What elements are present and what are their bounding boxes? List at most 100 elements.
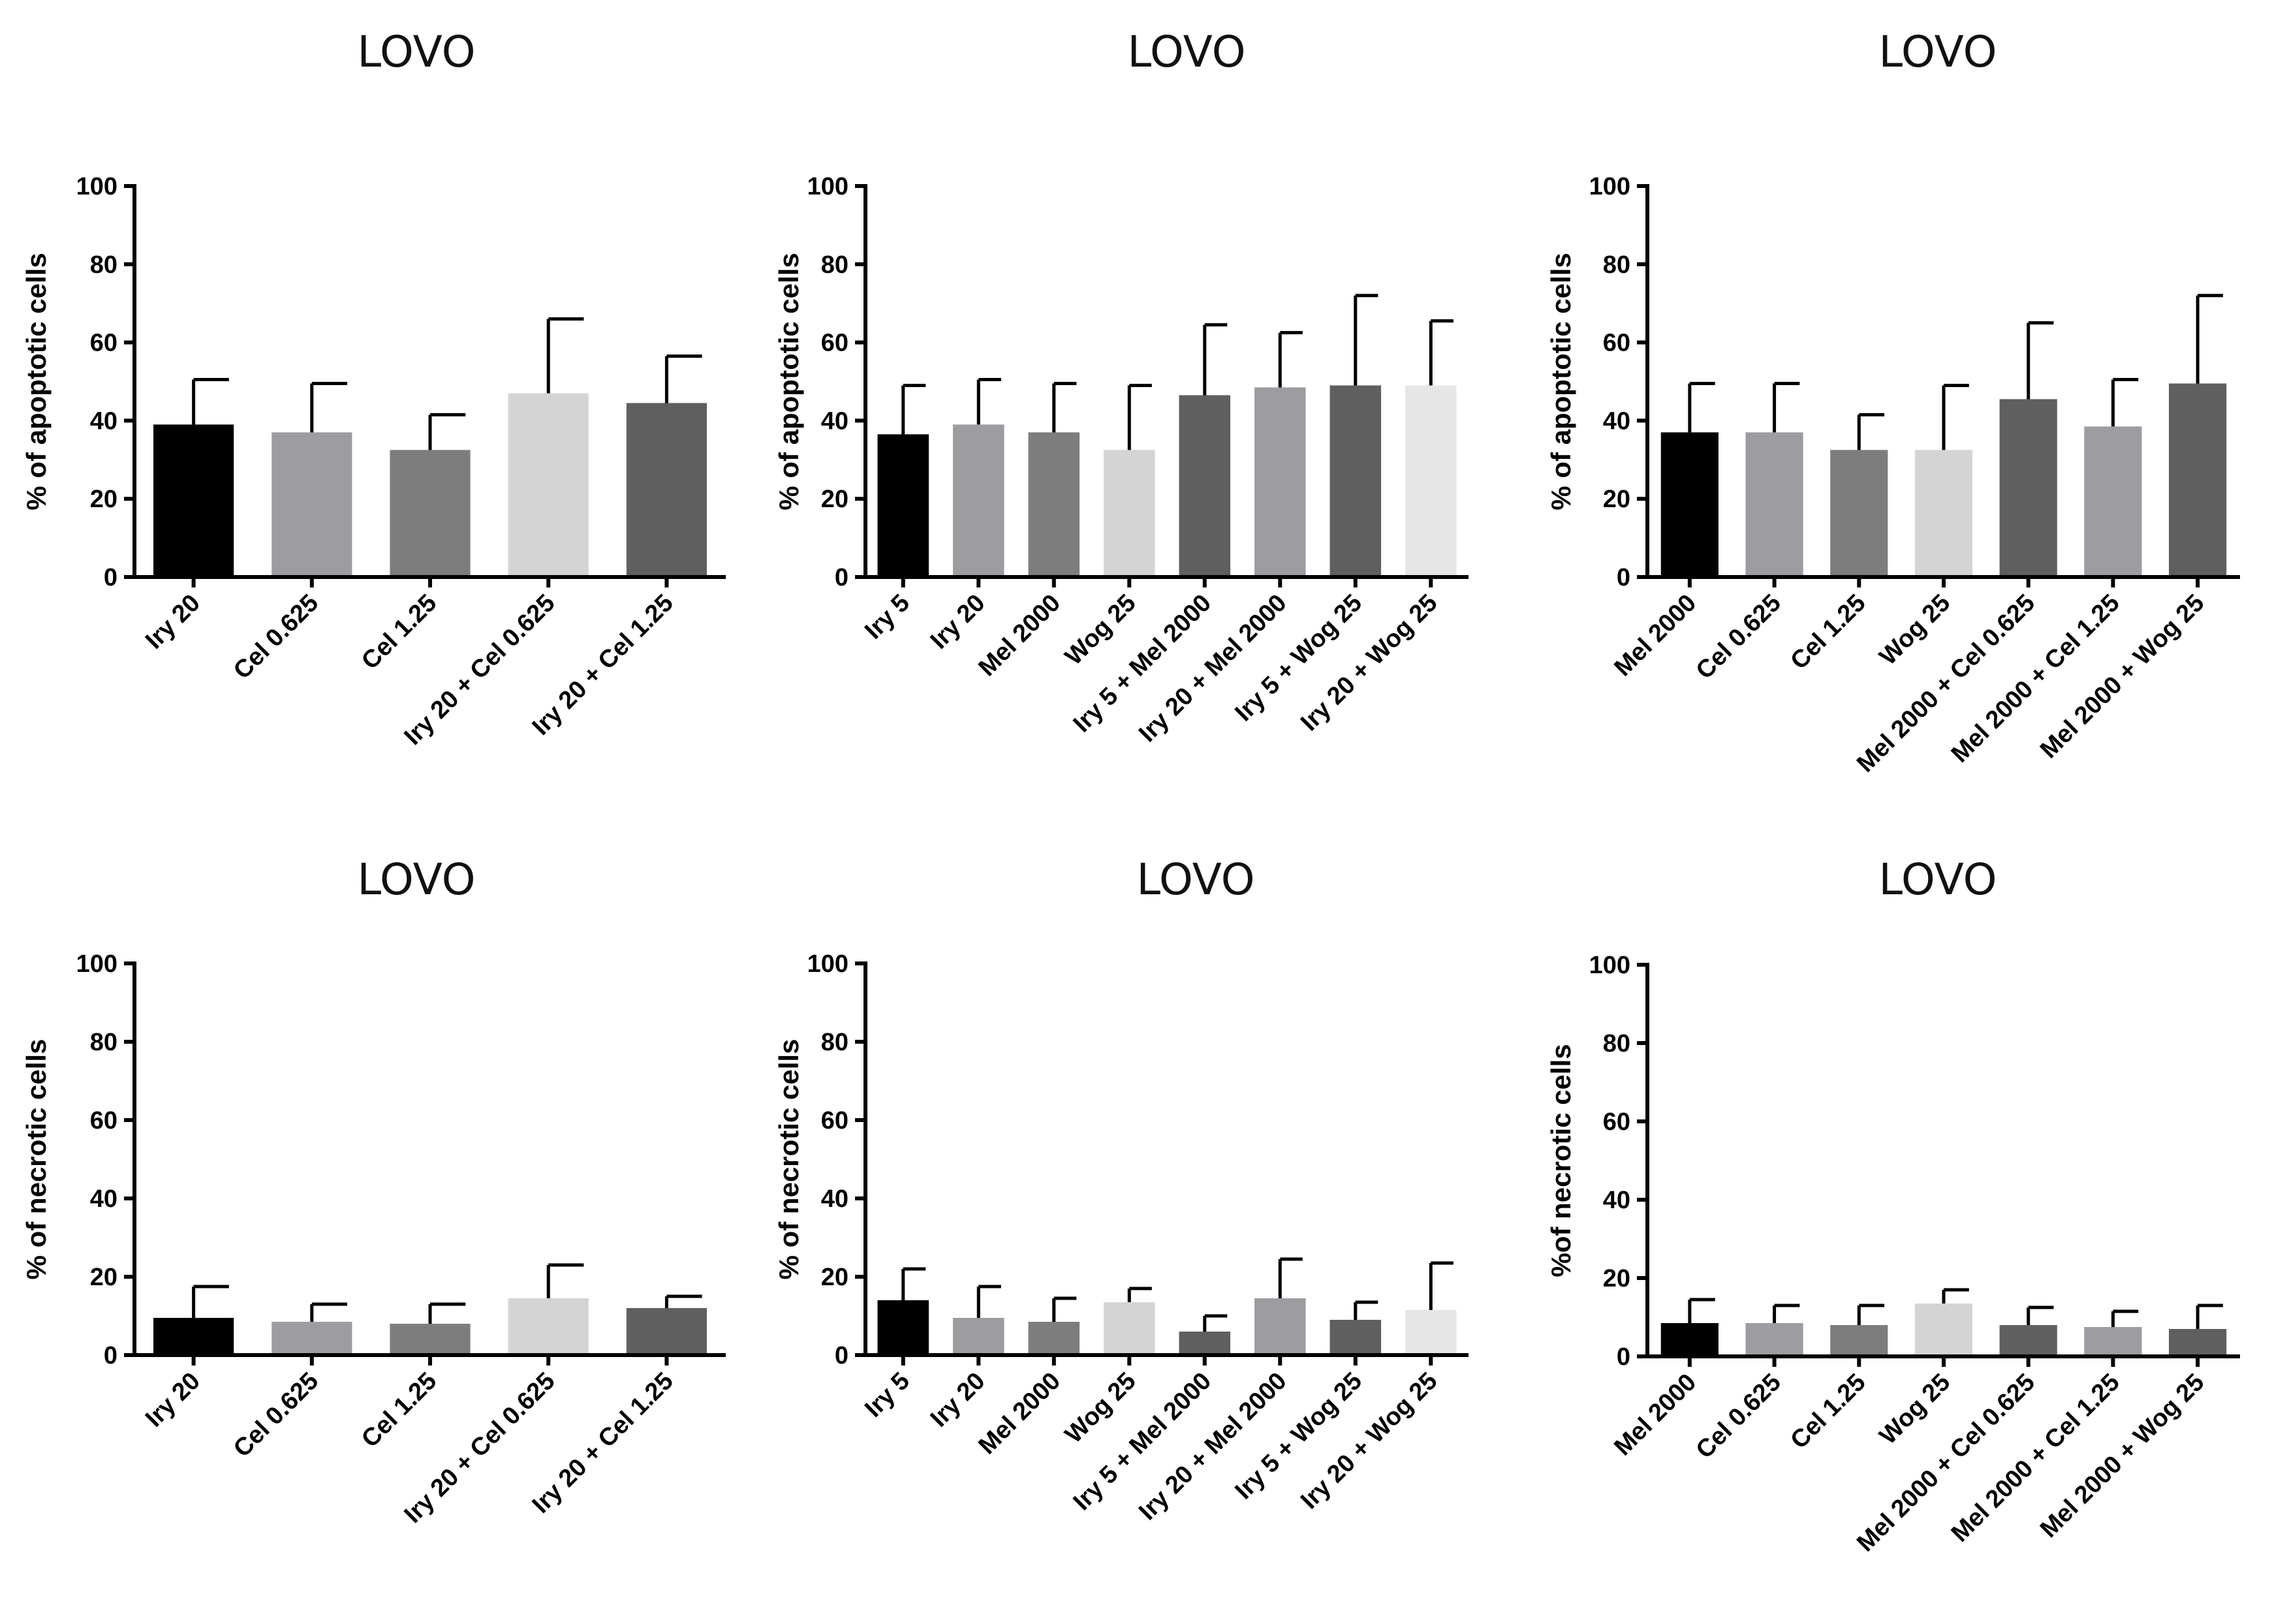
chart-title: LOVO	[357, 854, 475, 905]
x-tick-label: Iry 20	[926, 589, 991, 655]
bar-cel-0-625	[272, 432, 352, 577]
y-tick-label: 80	[1603, 1030, 1630, 1057]
bar-iry-20-cel-1-25	[626, 403, 708, 577]
x-tick-label: Cel 1.25	[356, 589, 442, 675]
y-axis-label: % of apoptotic cells	[773, 253, 804, 510]
bar-iry-20	[153, 424, 234, 577]
chart-title: LOVO	[1136, 854, 1254, 905]
chart-apoptotic-iry-cel: LOVO % of apoptotic cells Iry 20 Cel 0.625 C…	[21, 27, 726, 751]
y-tick-label: 100	[76, 950, 117, 978]
bar-cel-0-625	[1745, 432, 1803, 577]
y-tick-label: 80	[821, 1029, 848, 1056]
bar-cel-1-25	[1830, 450, 1888, 577]
y-tick-label: 0	[835, 564, 848, 591]
y-tick-label: 0	[835, 1342, 848, 1369]
x-tick-label: Iry 5	[860, 589, 915, 645]
y-tick-label: 20	[1603, 486, 1630, 513]
x-tick-label: Cel 1.25	[1785, 589, 1871, 675]
x-tick-label: Iry 20 + Wog 25	[1296, 589, 1443, 737]
bar-iry-20-mel-2000	[1254, 387, 1306, 577]
x-tick-label: Cel 1.25	[356, 1367, 442, 1453]
bar-mel-2000-cel-0-625	[1999, 399, 2057, 577]
y-tick-label: 40	[821, 1185, 848, 1213]
y-tick-label: 100	[1589, 952, 1630, 979]
bar-mel-2000-cel-1-25	[2084, 426, 2142, 577]
bar-iry-20	[952, 1318, 1004, 1355]
y-tick-label: 0	[1617, 1343, 1630, 1371]
bar-iry-5-mel-2000	[1179, 1332, 1231, 1355]
bar-cel-1-25	[390, 450, 471, 577]
y-tick-label: 40	[90, 1185, 117, 1213]
x-tick-label: Iry 5	[860, 1367, 915, 1423]
y-tick-label: 100	[76, 173, 117, 200]
bar-cel-1-25	[1830, 1325, 1888, 1356]
x-tick-label: Mel 2000 + Wog 25	[2035, 589, 2209, 764]
bar-mel-2000-wog-25	[2169, 1329, 2227, 1356]
y-tick-label: 20	[1603, 1265, 1630, 1292]
y-tick-label: 60	[1603, 330, 1630, 357]
bar-mel-2000-cel-1-25	[2084, 1327, 2142, 1356]
bar-iry-5-wog-25	[1330, 1320, 1382, 1355]
bar-cel-1-25	[390, 1324, 471, 1355]
x-tick-label: Iry 5 + Mel 2000	[1068, 589, 1217, 738]
bar-mel-2000-wog-25	[2169, 383, 2227, 577]
y-tick-label: 40	[1603, 1187, 1630, 1214]
x-tick-label: Iry 20	[140, 589, 206, 655]
x-tick-label: Mel 2000	[973, 589, 1066, 682]
bar-cel-0-625	[272, 1322, 352, 1355]
y-axis-label: % of apoptotic cells	[21, 253, 52, 510]
chart-title: LOVO	[1878, 27, 1997, 77]
y-tick-label: 80	[90, 251, 117, 279]
x-tick-label: Mel 2000	[1609, 589, 1702, 682]
y-tick-label: 60	[90, 1107, 117, 1134]
bar-mel-2000	[1028, 432, 1080, 577]
bar-wog-25	[1914, 450, 1973, 577]
bar-wog-25	[1914, 1304, 1973, 1356]
y-axis-label: % of apoptotic cells	[1546, 253, 1576, 510]
y-tick-label: 0	[104, 1342, 117, 1369]
x-tick-label: Wog 25	[1875, 1369, 1956, 1450]
y-axis-label: %of necrotic cells	[1546, 1044, 1576, 1277]
y-tick-label: 0	[104, 564, 117, 591]
x-tick-label: Cel 0.625	[228, 1367, 324, 1463]
bar-wog-25	[1103, 450, 1155, 577]
y-tick-label: 40	[1603, 407, 1630, 435]
bar-iry-5	[877, 1300, 929, 1355]
bar-iry-20	[952, 424, 1004, 577]
y-tick-label: 80	[821, 251, 848, 279]
x-tick-label: Cel 0.625	[1691, 1369, 1786, 1464]
y-tick-label: 100	[1589, 173, 1630, 200]
bar-mel-2000	[1660, 1323, 1719, 1356]
x-tick-label: Iry 5 + Wog 25	[1230, 589, 1367, 727]
x-tick-label: Mel 2000 + Wog 25	[2035, 1369, 2209, 1543]
y-axis-label: % of necrotic cells	[773, 1039, 804, 1280]
y-tick-label: 60	[90, 330, 117, 357]
x-tick-label: Cel 0.625	[1691, 589, 1786, 685]
y-tick-label: 100	[807, 950, 848, 978]
x-tick-label: Iry 20 + Wog 25	[1296, 1367, 1443, 1515]
x-tick-label: Mel 2000 + Cel 1.25	[1946, 1369, 2125, 1548]
y-tick-label: 60	[1603, 1108, 1630, 1136]
bar-iry-20	[153, 1318, 234, 1355]
y-tick-label: 40	[821, 407, 848, 435]
y-tick-label: 20	[90, 1264, 117, 1291]
bar-mel-2000	[1660, 432, 1719, 577]
bar-iry-20-cel-1-25	[626, 1308, 708, 1355]
y-tick-label: 100	[807, 173, 848, 200]
x-tick-label: Cel 1.25	[1785, 1369, 1871, 1454]
bar-iry-20-wog-25	[1405, 1310, 1457, 1355]
bar-iry-5-wog-25	[1330, 385, 1382, 577]
y-tick-label: 20	[821, 1264, 848, 1291]
y-tick-label: 80	[90, 1029, 117, 1056]
bar-iry-20-cel-0-625	[508, 1298, 589, 1355]
chart-title: LOVO	[357, 27, 475, 77]
x-tick-label: Wog 25	[1875, 589, 1956, 671]
chart-necrotic-iry-cel: LOVO % of necrotic cells Iry 20 Cel 0.625 Ce…	[21, 854, 726, 1529]
x-tick-label: Mel 2000 + Cel 1.25	[1946, 589, 2125, 768]
y-tick-label: 0	[1617, 564, 1630, 591]
